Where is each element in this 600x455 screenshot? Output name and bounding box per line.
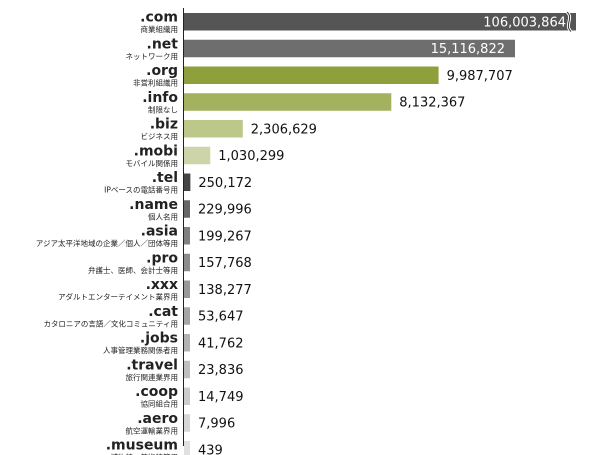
category-description: 人事管理業務関係者用 [103, 345, 178, 355]
category-label: .com [140, 10, 178, 26]
value-label: 9,987,707 [447, 69, 513, 84]
value-label: 7,996 [198, 417, 235, 432]
bar [184, 414, 190, 432]
category-label: .org [146, 63, 178, 79]
value-label: 8,132,367 [399, 96, 465, 111]
category-description: 商業組織用 [141, 24, 179, 34]
category-description: モバイル関係用 [126, 159, 179, 168]
category-label: .xxx [146, 277, 178, 293]
category-label: .biz [150, 117, 178, 133]
category-label: .mobi [134, 143, 178, 159]
category-description: ネットワーク用 [126, 52, 179, 61]
category-label: .name [129, 197, 178, 213]
category-label: .net [147, 36, 179, 52]
value-label: 23,836 [198, 363, 244, 378]
category-description: アダルトエンターテイメント業界用 [58, 292, 178, 302]
value-label: 14,749 [198, 390, 244, 405]
bar [184, 66, 439, 84]
value-label: 1,030,299 [218, 149, 284, 164]
value-label: 250,172 [198, 176, 252, 191]
bar [184, 120, 243, 138]
category-label: .museum [106, 438, 178, 454]
bar [184, 441, 190, 455]
category-label: .aero [137, 411, 178, 427]
category-description: 航空運輸業界用 [126, 425, 179, 435]
category-label: .tel [152, 170, 178, 186]
value-label: 41,762 [198, 336, 244, 351]
bar [184, 93, 392, 111]
bar [184, 360, 190, 379]
category-label: .coop [135, 384, 178, 400]
bars [184, 10, 576, 455]
bar [184, 200, 190, 218]
bar [184, 307, 190, 325]
bar [184, 387, 190, 405]
category-label: .jobs [140, 331, 178, 347]
category-description: ビジネス用 [141, 132, 179, 141]
bar [184, 227, 190, 245]
bar [184, 13, 576, 31]
bar [184, 280, 190, 298]
category-description: 博物館、美術館等用 [111, 452, 179, 455]
bar [184, 39, 515, 58]
category-label: .cat [148, 304, 178, 320]
category-label: .info [142, 90, 178, 106]
axis-break-line [566, 11, 572, 32]
value-labels: 106,003,864 15,116,822 9,987,707 8,132,367 2… [198, 15, 566, 455]
value-label: 138,277 [198, 283, 252, 298]
category-description: アジア太平洋地域の企業／個人／団体等用 [36, 238, 178, 248]
value-label: 53,647 [198, 310, 244, 325]
bar [184, 146, 211, 165]
category-description: 協同組合用 [141, 399, 179, 409]
category-description: IPベースの電話番号用 [104, 185, 178, 195]
category-description: 旅行関連業界用 [126, 372, 179, 382]
value-label: 229,996 [198, 203, 252, 218]
category-label: .travel [126, 357, 178, 373]
category-label: .pro [146, 250, 178, 266]
bar [184, 253, 190, 272]
bar [184, 173, 191, 191]
category-description: 個人名用 [148, 211, 178, 221]
value-label: 2,306,629 [251, 122, 317, 137]
category-description: 制限なし [148, 104, 178, 114]
category-label: .asia [141, 224, 178, 240]
value-label: 199,267 [198, 229, 252, 244]
value-label: 439 [198, 443, 223, 455]
value-label: 157,768 [198, 256, 252, 271]
category-description: 非営利組織用 [133, 78, 178, 88]
bar [184, 334, 190, 352]
value-label: 15,116,822 [431, 42, 505, 57]
category-description: 弁護士、医師、会計士等用 [88, 265, 178, 275]
category-description: カタロニアの言語／文化コミュニティ用 [43, 318, 178, 328]
value-label: 106,003,864 [483, 15, 566, 30]
